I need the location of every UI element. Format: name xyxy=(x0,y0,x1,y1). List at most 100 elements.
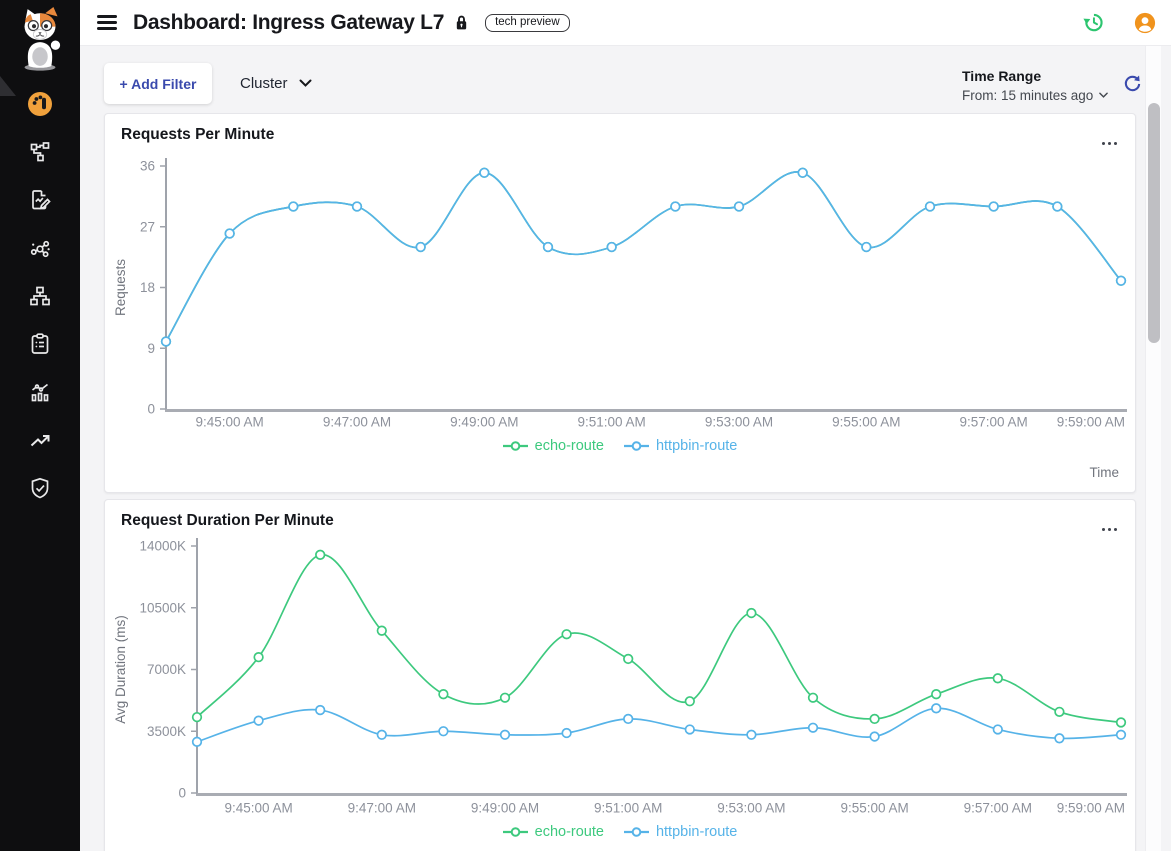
legend-item-httpbin-route[interactable]: httpbin-route xyxy=(623,824,737,840)
data-point-httpbin-route[interactable] xyxy=(376,729,387,740)
series-line-httpbin-route xyxy=(196,707,1122,743)
x-tick-label: 9:55:00 AM xyxy=(832,415,900,430)
x-tick-label: 9:59:00 AM xyxy=(1057,415,1125,430)
data-point-httpbin-route[interactable] xyxy=(861,241,872,253)
data-point-echo-route[interactable] xyxy=(869,713,880,725)
refresh-button[interactable] xyxy=(1123,74,1142,98)
y-tick-label: 14000K xyxy=(139,539,186,554)
data-point-httpbin-route[interactable] xyxy=(1052,201,1063,212)
clipboard-list-icon xyxy=(31,333,49,354)
data-point-echo-route[interactable] xyxy=(807,692,819,703)
kuma-mascot-logo[interactable] xyxy=(11,6,69,72)
time-range-label: Time Range xyxy=(962,68,1042,84)
data-point-httpbin-route[interactable] xyxy=(1115,729,1127,740)
data-point-httpbin-route[interactable] xyxy=(670,201,681,212)
time-range-value[interactable]: From: 15 minutes ago xyxy=(962,88,1109,103)
data-point-httpbin-route[interactable] xyxy=(684,724,695,735)
y-tick-label: 7000K xyxy=(147,662,186,677)
x-tick-label: 9:53:00 AM xyxy=(705,415,773,430)
data-point-httpbin-route[interactable] xyxy=(561,727,572,739)
lock-icon xyxy=(456,15,467,30)
scrollbar-thumb[interactable] xyxy=(1148,103,1160,343)
x-tick-label: 9:45:00 AM xyxy=(224,801,292,816)
data-point-httpbin-route[interactable] xyxy=(224,228,235,239)
y-tick-label: 27 xyxy=(140,219,155,234)
menu-icon[interactable] xyxy=(97,11,117,33)
sidebar-item-policies[interactable] xyxy=(0,176,80,224)
legend-line-marker-icon xyxy=(502,441,528,451)
sidebar-item-audit[interactable] xyxy=(0,320,80,368)
data-point-httpbin-route[interactable] xyxy=(992,724,1003,735)
data-point-httpbin-route[interactable] xyxy=(479,167,490,178)
data-point-echo-route[interactable] xyxy=(623,653,634,665)
x-tick-label: 9:49:00 AM xyxy=(471,801,539,816)
data-point-httpbin-route[interactable] xyxy=(623,713,634,725)
sidebar-item-topology[interactable] xyxy=(0,128,80,176)
add-filter-button[interactable]: + Add Filter xyxy=(104,63,212,104)
data-point-httpbin-route[interactable] xyxy=(499,729,511,740)
y-tick-label: 36 xyxy=(140,159,155,174)
requests-per-minute-chart[interactable]: 0 9 18 27 36 9:45:00 AM 9:47:00 AM 9:49:00 AM 9:… xyxy=(105,150,1137,438)
data-point-httpbin-route[interactable] xyxy=(438,726,449,737)
data-point-httpbin-route[interactable] xyxy=(606,241,617,253)
x-tick-label: 9:57:00 AM xyxy=(960,415,1028,430)
data-point-httpbin-route[interactable] xyxy=(733,201,745,212)
shield-check-icon xyxy=(31,477,49,499)
data-point-httpbin-route[interactable] xyxy=(924,201,936,212)
chart-options-menu-icon[interactable] xyxy=(1097,514,1119,540)
data-point-echo-route[interactable] xyxy=(1054,706,1065,717)
data-point-httpbin-route[interactable] xyxy=(746,729,757,740)
data-point-echo-route[interactable] xyxy=(684,696,695,707)
cluster-dropdown[interactable]: Cluster xyxy=(240,63,312,104)
data-point-httpbin-route[interactable] xyxy=(351,201,363,212)
sidebar-item-metrics[interactable] xyxy=(0,368,80,416)
data-point-httpbin-route[interactable] xyxy=(253,715,264,726)
data-point-httpbin-route[interactable] xyxy=(542,241,554,253)
data-point-echo-route[interactable] xyxy=(253,651,264,663)
data-point-httpbin-route[interactable] xyxy=(160,336,172,347)
x-tick-label: 9:51:00 AM xyxy=(578,415,646,430)
data-point-echo-route[interactable] xyxy=(931,689,942,700)
sidebar-item-services[interactable] xyxy=(0,224,80,272)
data-point-httpbin-route[interactable] xyxy=(988,201,999,212)
legend-item-echo-route[interactable]: echo-route xyxy=(502,824,604,840)
data-point-echo-route[interactable] xyxy=(376,625,387,636)
history-icon xyxy=(1083,13,1103,32)
y-tick-label: 9 xyxy=(147,341,155,356)
data-point-httpbin-route[interactable] xyxy=(1115,275,1127,286)
x-tick-label: 9:47:00 AM xyxy=(323,415,391,430)
legend-item-httpbin-route[interactable]: httpbin-route xyxy=(623,438,738,454)
data-point-httpbin-route[interactable] xyxy=(1054,733,1065,744)
sidebar xyxy=(0,0,80,851)
data-point-httpbin-route[interactable] xyxy=(807,722,819,733)
legend-line-marker-icon xyxy=(502,827,528,837)
legend-label: httpbin-route xyxy=(655,438,738,454)
data-point-echo-route[interactable] xyxy=(315,549,326,560)
sidebar-item-security[interactable] xyxy=(0,464,80,512)
data-point-httpbin-route[interactable] xyxy=(869,731,880,742)
data-point-httpbin-route[interactable] xyxy=(191,736,203,747)
data-point-httpbin-route[interactable] xyxy=(931,703,942,714)
y-tick-label: 18 xyxy=(140,280,155,295)
history-button[interactable] xyxy=(1082,11,1105,34)
data-point-httpbin-route[interactable] xyxy=(315,704,326,716)
user-menu-button[interactable] xyxy=(1134,12,1156,34)
data-point-httpbin-route[interactable] xyxy=(797,167,808,178)
request-duration-chart[interactable]: 0 3500K 7000K 10500K 14000K 9:45:00 AM 9:47:00… xyxy=(105,536,1137,824)
data-point-echo-route[interactable] xyxy=(499,692,511,703)
data-point-httpbin-route[interactable] xyxy=(288,201,299,212)
sidebar-item-zones[interactable] xyxy=(0,272,80,320)
sidebar-item-dashboards[interactable] xyxy=(0,80,80,128)
data-point-echo-route[interactable] xyxy=(992,673,1003,684)
sidebar-item-insights[interactable] xyxy=(0,416,80,464)
data-point-httpbin-route[interactable] xyxy=(415,241,426,253)
data-point-echo-route[interactable] xyxy=(1115,717,1127,728)
legend-item-echo-route[interactable]: echo-route xyxy=(502,438,604,454)
data-point-echo-route[interactable] xyxy=(438,689,449,700)
chart-options-menu-icon[interactable] xyxy=(1097,128,1119,154)
data-point-echo-route[interactable] xyxy=(191,711,203,723)
data-point-echo-route[interactable] xyxy=(746,607,757,619)
data-point-echo-route[interactable] xyxy=(561,629,572,640)
vertical-scrollbar xyxy=(1145,46,1161,851)
